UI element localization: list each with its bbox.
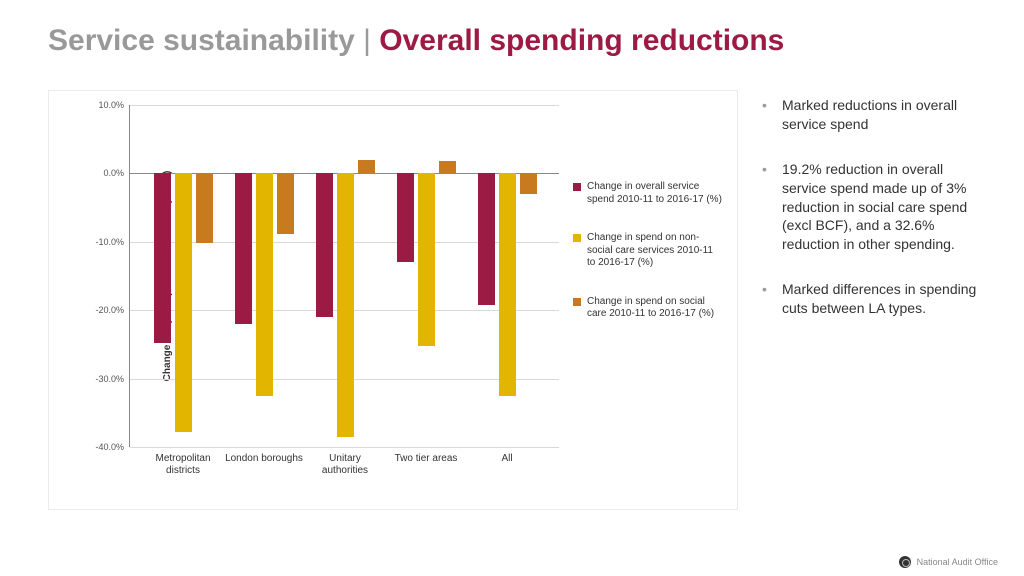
y-tick-label: -10.0% — [80, 237, 124, 247]
chart-legend: Change in overall service spend 2010-11 … — [573, 181, 723, 347]
legend-item: Change in overall service spend 2010-11 … — [573, 181, 723, 206]
footer-text: National Audit Office — [917, 557, 998, 567]
y-tick-label: -30.0% — [80, 374, 124, 384]
y-tick-label: 10.0% — [80, 100, 124, 110]
y-tick-label: 0.0% — [80, 168, 124, 178]
y-tick-label: -40.0% — [80, 442, 124, 452]
bullet-list: Marked reductions in overall service spe… — [760, 96, 990, 344]
grid-line — [130, 105, 559, 106]
chart-bar — [235, 173, 252, 323]
chart-bar — [499, 173, 516, 396]
y-tick-label: -20.0% — [80, 305, 124, 315]
chart-bar — [337, 173, 354, 436]
category-label: London boroughs — [225, 453, 304, 465]
chart-bar — [478, 173, 495, 304]
chart-bar — [175, 173, 192, 432]
legend-swatch — [573, 183, 581, 191]
chart-bar — [439, 161, 456, 173]
category-label: Two tier areas — [387, 453, 466, 465]
chart-container: Change in Spend (real terms 2016-17 pric… — [48, 90, 738, 510]
chart-bar — [316, 173, 333, 317]
bullet-item: 19.2% reduction in overall service spend… — [760, 160, 990, 254]
chart-bar — [256, 173, 273, 395]
legend-label: Change in spend on non-social care servi… — [587, 232, 723, 270]
footer-logo: National Audit Office — [899, 556, 998, 568]
bullet-item: Marked reductions in overall service spe… — [760, 96, 990, 134]
chart-plot: Change in Spend (real terms 2016-17 pric… — [129, 105, 559, 447]
title-separator: | — [355, 24, 379, 57]
chart-bar — [397, 173, 414, 262]
title-part-2: Overall spending reductions — [379, 24, 784, 57]
legend-item: Change in spend on social care 2010-11 t… — [573, 296, 723, 321]
category-label: Metropolitan districts — [144, 453, 223, 477]
legend-label: Change in spend on social care 2010-11 t… — [587, 296, 723, 321]
logo-icon — [899, 556, 911, 568]
chart-bar — [154, 173, 171, 343]
category-label: All — [468, 453, 547, 465]
chart-bar — [358, 160, 375, 174]
legend-label: Change in overall service spend 2010-11 … — [587, 181, 723, 206]
chart-bar — [196, 173, 213, 243]
category-label: Unitary authorities — [306, 453, 385, 477]
legend-swatch — [573, 234, 581, 242]
grid-line — [130, 447, 559, 448]
legend-swatch — [573, 298, 581, 306]
page-title: Service sustainability | Overall spendin… — [48, 24, 784, 58]
chart-bar — [520, 173, 537, 194]
slide: Service sustainability | Overall spendin… — [0, 0, 1024, 576]
legend-item: Change in spend on non-social care servi… — [573, 232, 723, 270]
chart-bar — [277, 173, 294, 233]
chart-bar — [418, 173, 435, 345]
title-part-1: Service sustainability — [48, 24, 355, 57]
bullet-item: Marked differences in spending cuts betw… — [760, 280, 990, 318]
